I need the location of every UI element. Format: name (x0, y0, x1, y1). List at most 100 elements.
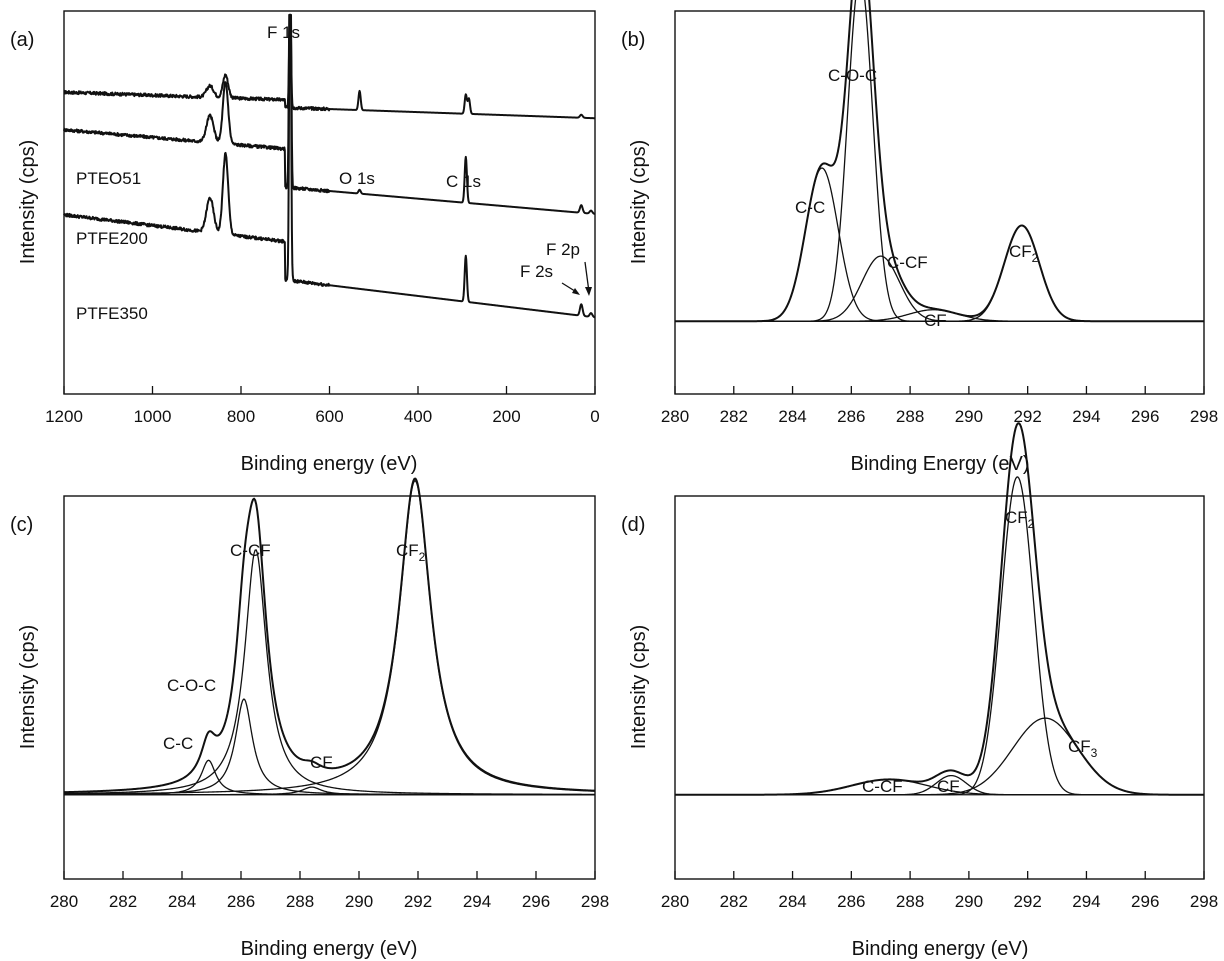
xtick-label: 290 (345, 892, 373, 911)
panel-a-label: (a) (10, 29, 34, 51)
xtick-label: 284 (778, 407, 806, 426)
xtick-label: 294 (1072, 407, 1100, 426)
xtick-label: 292 (1013, 407, 1041, 426)
xtick-label: 292 (404, 892, 432, 911)
arrowhead-f2s (572, 288, 580, 295)
annot-c1s: C 1s (446, 172, 481, 191)
xtick-label: 400 (404, 407, 432, 426)
annot-o1s: O 1s (339, 169, 375, 188)
spectrum-ptfe350 (63, 13, 596, 319)
panel-a-xlabel: Binding energy (eV) (241, 453, 418, 475)
envelope-curve (63, 477, 596, 794)
xtick-label: 296 (522, 892, 550, 911)
panel-d-fit (675, 422, 1204, 796)
xtick-label: 288 (286, 892, 314, 911)
xtick-label: 284 (778, 892, 806, 911)
panel-c-fit (63, 477, 596, 796)
xtick-label: 294 (1072, 892, 1100, 911)
component-c-c (675, 167, 1204, 322)
annot-f2s: F 2s (520, 262, 553, 281)
panel-a: 1200 1000 800 600 400 200 0 (a) Binding energy… (10, 10, 600, 475)
xtick-label: 288 (896, 892, 924, 911)
xtick-label: 284 (168, 892, 196, 911)
panel-a-frame (63, 10, 596, 395)
xtick-label: 290 (955, 892, 983, 911)
annot-b-cf2: CF2 (1009, 242, 1039, 265)
xtick-label: 280 (50, 892, 78, 911)
xtick-label: 298 (1190, 892, 1218, 911)
panel-d-xticks: 280 282 284 286 288 290 292 294 296 298 (661, 871, 1218, 911)
panel-c: 280 282 284 286 288 290 292 294 296 298 (c) Bindi… (10, 477, 609, 960)
panel-b-xlabel: Binding Energy (eV) (851, 453, 1030, 475)
annot-d-cf2: CF2 (1005, 508, 1035, 531)
xtick-label: 600 (315, 407, 343, 426)
xtick-label: 288 (896, 407, 924, 426)
xtick-label: 292 (1013, 892, 1041, 911)
component-cf2 (675, 224, 1204, 322)
annot-b-cf: CF (924, 311, 947, 330)
panel-a-spectra (63, 13, 596, 319)
panel-d-frame (674, 495, 1205, 880)
component-cf (64, 786, 595, 796)
panel-b: 280 282 284 286 288 290 292 294 296 298 (b) Bindi… (621, 0, 1218, 475)
xtick-label: 280 (661, 407, 689, 426)
panel-b-ylabel: Intensity (cps) (628, 140, 650, 264)
panel-c-xlabel: Binding energy (eV) (241, 938, 418, 960)
annot-b-coc: C-O-C (828, 66, 877, 85)
annot-d-cf: CF (937, 777, 960, 796)
xtick-label: 282 (720, 892, 748, 911)
annot-b-cc: C-C (795, 198, 825, 217)
panel-c-label: (c) (10, 514, 33, 536)
xtick-label: 280 (661, 892, 689, 911)
xtick-label: 800 (227, 407, 255, 426)
xtick-label: 1000 (134, 407, 172, 426)
panel-a-xticks: 1200 1000 800 600 400 200 0 (45, 386, 600, 426)
xtick-label: 286 (837, 892, 865, 911)
envelope-curve (675, 422, 1204, 796)
panel-a-ylabel: Intensity (cps) (17, 140, 39, 264)
xtick-label: 282 (109, 892, 137, 911)
xtick-label: 290 (955, 407, 983, 426)
series-label-pteo51: PTEO51 (76, 169, 141, 188)
component-c-o-c (675, 0, 1204, 322)
xtick-label: 296 (1131, 892, 1159, 911)
panel-b-xticks: 280 282 284 286 288 290 292 294 296 298 (661, 386, 1218, 426)
annot-b-ccf: C-CF (887, 253, 928, 272)
xtick-label: 296 (1131, 407, 1159, 426)
annot-c-cc: C-C (163, 734, 193, 753)
xtick-label: 298 (1190, 407, 1218, 426)
spectrum-ptfe200 (63, 13, 596, 215)
xtick-label: 1200 (45, 407, 83, 426)
annot-c-ccf: C-CF (230, 541, 271, 560)
panel-c-frame (63, 495, 596, 880)
panel-b-frame (674, 10, 1205, 395)
xtick-label: 282 (720, 407, 748, 426)
series-label-ptfe200: PTFE200 (76, 229, 148, 248)
panel-d-label: (d) (621, 514, 645, 536)
panel-b-label: (b) (621, 29, 645, 51)
component-c-cf (63, 549, 596, 796)
arrowhead-f2p (585, 287, 592, 296)
xtick-label: 298 (581, 892, 609, 911)
annot-c-coc: C-O-C (167, 676, 216, 695)
panel-d-xlabel: Binding energy (eV) (852, 938, 1029, 960)
xtick-label: 0 (590, 407, 599, 426)
envelope-curve (675, 0, 1204, 323)
panel-c-ylabel: Intensity (cps) (17, 625, 39, 749)
xtick-label: 286 (837, 407, 865, 426)
xtick-label: 286 (227, 892, 255, 911)
xtick-label: 294 (463, 892, 491, 911)
component-cf2 (675, 476, 1204, 796)
panel-b-fit (675, 0, 1204, 323)
annot-c-cf2: CF2 (396, 541, 426, 564)
panel-c-xticks: 280 282 284 286 288 290 292 294 296 298 (50, 871, 609, 911)
panel-d: 280 282 284 286 288 290 292 294 296 298 (d) Bindi… (621, 422, 1218, 960)
series-label-ptfe350: PTFE350 (76, 304, 148, 323)
annot-f2p: F 2p (546, 240, 580, 259)
xtick-label: 200 (492, 407, 520, 426)
spectrum-pteo51 (63, 13, 596, 120)
panel-d-ylabel: Intensity (cps) (628, 625, 650, 749)
annot-f1s: F 1s (267, 23, 300, 42)
component-cf2 (63, 480, 596, 795)
